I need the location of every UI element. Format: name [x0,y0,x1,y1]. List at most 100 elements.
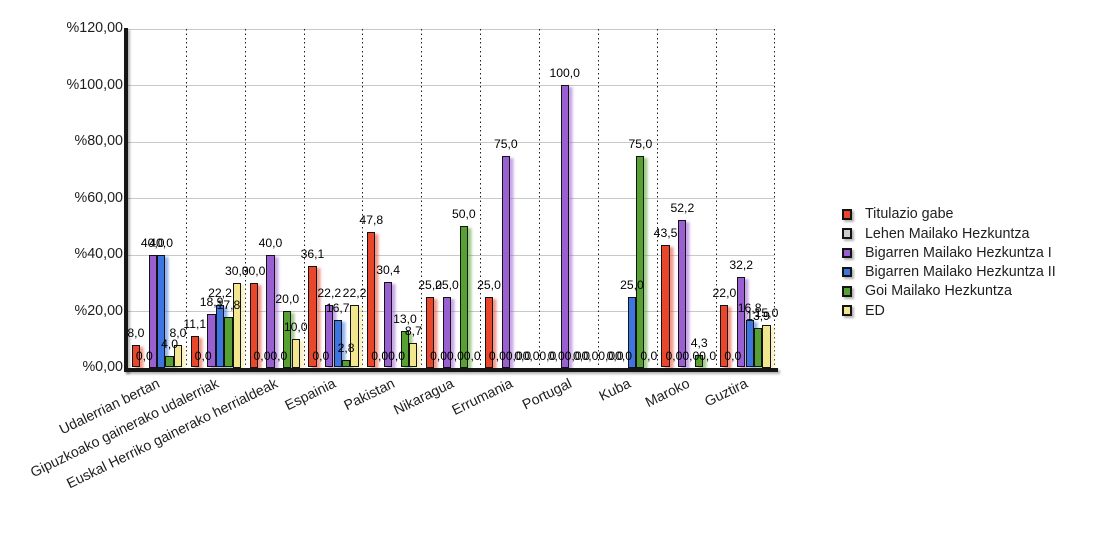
legend-swatch [841,247,853,259]
gridline-vertical-dotted [715,28,717,368]
bar [627,296,637,368]
bar [442,296,452,368]
bar-value-label: 10,0 [283,320,308,335]
bar-value-label: 47,8 [359,213,384,228]
bar [325,304,334,368]
legend-label: Titulazio gabe [864,206,954,223]
bar-value-label: 0,0 [665,348,683,363]
bar-value-label: 13,0 [393,311,417,326]
bar-value-label: 30,0 [224,263,249,278]
bar [484,296,494,368]
y-tick-label: %80,00 [74,133,124,149]
bar [173,344,183,368]
gridline-horizontal [127,28,775,30]
bar [560,85,569,368]
bar-value-label: 0,0 [505,348,523,363]
bar [342,359,351,368]
legend-item: Bigarren Mailako Hezkuntza I [840,243,1056,262]
y-tick-label: %60,00 [74,189,124,206]
bar [148,254,157,368]
bar-value-label: 16,8 [737,301,762,316]
bar-value-label: 75,0 [628,136,653,151]
bar-value-label: 0,0 [699,348,717,363]
gridline-vertical-dotted [303,28,305,368]
bar-value-label: 0,0 [606,348,624,363]
bar-value-label: 22,0 [712,286,737,301]
legend-item: Bigarren Mailako Hezkuntza II [840,262,1056,281]
bar-value-label: 17,8 [216,298,241,313]
bar [426,296,435,368]
bar-value-label: 0,0 [514,348,532,363]
y-tick-label: %100,00 [66,76,123,93]
bar-value-label: 0,0 [135,348,153,363]
bar [459,226,468,368]
legend-label: Goi Mailako Hezkuntza [864,283,1012,300]
bar-value-label: 30,0 [241,263,266,278]
legend-item: ED [840,301,1056,320]
legend-item: Goi Mailako Hezkuntza [840,282,1056,301]
bar-value-label: 11,1 [183,317,207,332]
bar-value-label: 15,0 [754,306,779,321]
bar [232,282,241,368]
gridline-vertical-dotted [656,28,658,368]
bar-value-label: 4,3 [690,336,708,351]
legend-item: Lehen Mailako Hezkuntza [840,224,1056,243]
bar-value-label: 22,2 [317,285,342,300]
bar-value-label: 40,0 [140,235,165,250]
bar-value-label: 32,2 [729,257,754,272]
legend-swatch [841,228,853,239]
bar-value-label: 22,2 [208,285,232,300]
y-tick-label: %40,00 [74,246,124,262]
bar [400,330,410,368]
legend-swatch [841,286,853,297]
bar [283,311,292,368]
bar-value-label: 22,2 [342,285,367,300]
y-tick-label: %120,00 [66,20,123,36]
bar [266,254,275,368]
bar-value-label: 0,0 [615,348,632,363]
bar-value-label: 0,0 [371,348,389,363]
bar-value-label: 13,9 [746,309,770,324]
bar [720,305,729,368]
gridline-vertical-dotted [362,28,364,368]
bar-value-label: 0,0 [640,348,658,363]
bar-value-label: 8,0 [127,325,145,340]
bar [636,155,645,368]
bar-value-label: 0,0 [581,348,599,363]
legend-swatch [841,208,853,220]
bar-value-label: 0,0 [539,348,557,363]
gridline-horizontal [127,85,775,86]
bar [661,244,670,368]
legend-item: Titulazio gabe [840,205,1056,224]
bar-value-label: 40,0 [149,235,174,250]
bar-value-label: 25,0 [435,277,459,292]
bar [762,325,771,368]
y-axis-line [124,27,128,372]
bar-value-label: 0,0 [270,348,288,363]
bar-value-label: 4,0 [161,337,179,352]
bar-value-label: 0,0 [682,348,700,363]
bar-value-label: 0,0 [253,348,271,363]
legend-label: Lehen Mailako Hezkuntza [864,225,1030,242]
y-tick-label: %0,00 [82,359,123,375]
bar [384,281,393,368]
gridline-horizontal [127,254,775,256]
bar-value-label: 25,0 [620,277,644,292]
bar-value-label: 40,0 [258,235,283,250]
bar [291,339,300,368]
bar [224,317,233,368]
bar [249,282,258,368]
legend: Titulazio gabe Lehen Mailako Hezkuntza Big… [840,205,1056,321]
bar [745,320,754,368]
bar-value-label: 0,0 [194,348,212,363]
gridline-vertical-dotted [538,28,540,368]
bar [157,254,166,368]
bar-value-label: 0,0 [430,348,448,363]
legend-label: Bigarren Mailako Hezkuntza II [864,264,1056,281]
bar [308,265,317,368]
bar-value-label: 16,7 [325,301,350,316]
bar-value-label: 0,0 [573,348,590,363]
gridline-vertical-dotted [244,28,246,368]
bar [165,356,174,368]
